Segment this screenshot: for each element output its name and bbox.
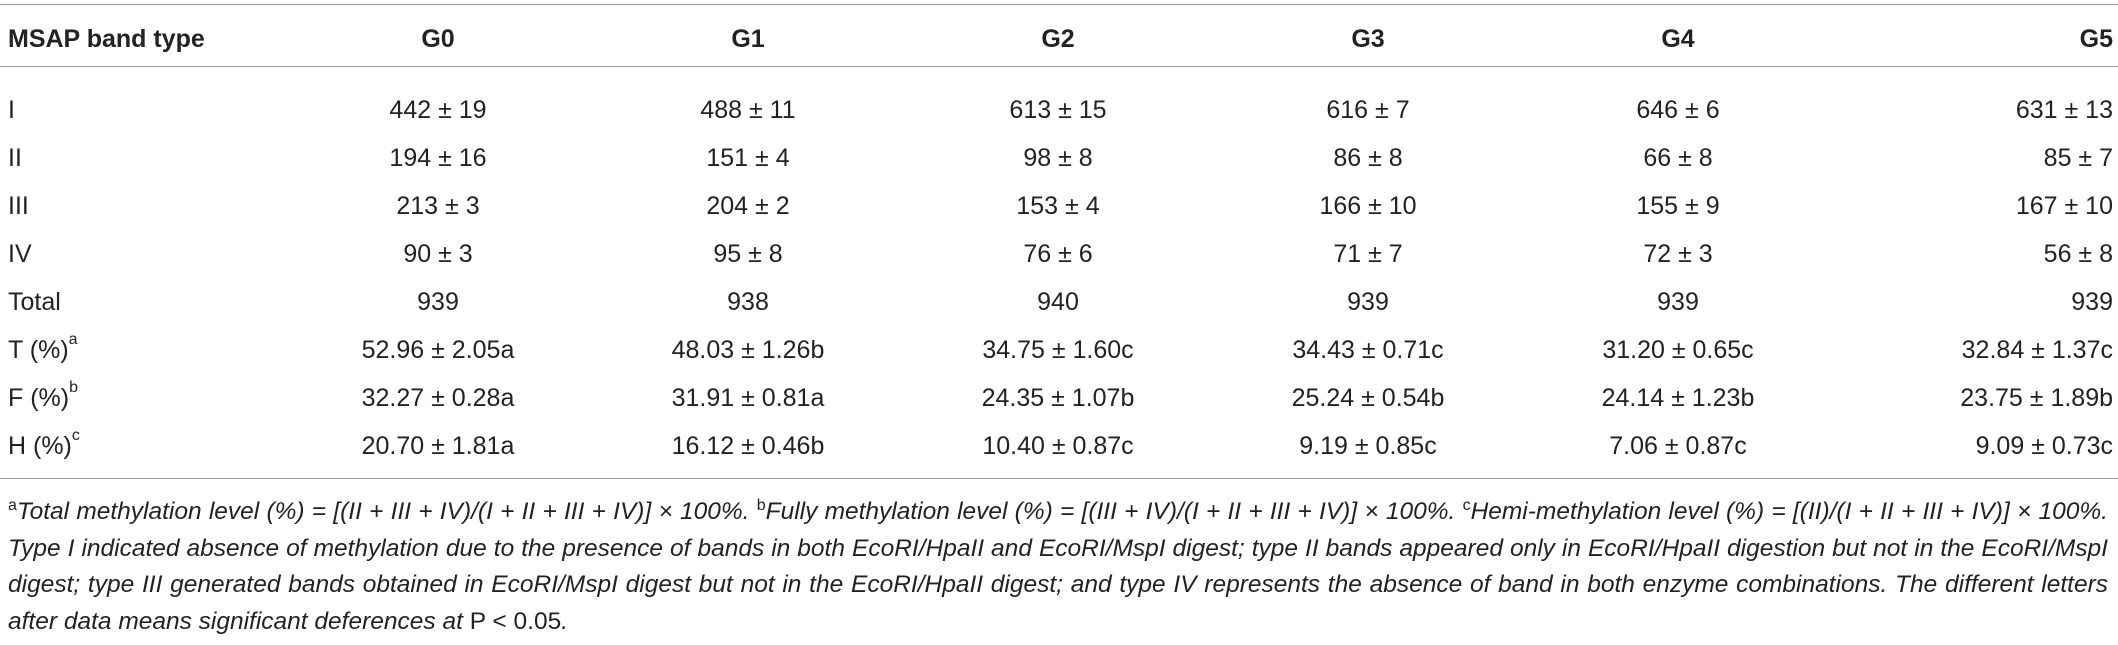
table-cell: 204 ± 2 <box>706 192 790 220</box>
header-rule <box>0 66 2118 67</box>
table-cell: 32.84 ± 1.37c <box>1961 336 2113 364</box>
table-cell: 213 ± 3 <box>396 192 480 220</box>
row-label: I <box>8 88 15 136</box>
table-cell: 7.06 ± 0.87c <box>1609 432 1747 460</box>
table-cell: 20.70 ± 1.81a <box>361 432 515 460</box>
header-cell-g2: G2 <box>1041 25 1075 53</box>
header-cell-g4: G4 <box>1661 25 1695 53</box>
header-cell-g1: G1 <box>731 25 765 53</box>
row-label: Total <box>8 280 61 328</box>
table-cell: 31.20 ± 0.65c <box>1602 336 1754 364</box>
footnote-end: . <box>561 607 569 635</box>
table-row: T (%)a 52.96 ± 2.05a 48.03 ± 1.26b 34.75… <box>0 328 2118 372</box>
table-cell: 194 ± 16 <box>389 144 487 172</box>
top-rule <box>0 4 2118 5</box>
table-cell: 31.91 ± 0.81a <box>671 384 825 412</box>
table-row: III 213 ± 3 204 ± 2 153 ± 4 166 ± 10 155… <box>0 184 2118 228</box>
table-row: IV 90 ± 3 95 ± 8 76 ± 6 71 ± 7 72 ± 3 56… <box>0 232 2118 276</box>
table-cell: 90 ± 3 <box>403 240 473 268</box>
table-cell: 488 ± 11 <box>700 96 796 124</box>
row-label-text: Total <box>8 288 61 316</box>
table-cell: 613 ± 15 <box>1009 96 1107 124</box>
table-cell: 56 ± 8 <box>2043 240 2113 268</box>
row-label-sup: b <box>69 379 79 396</box>
table-row: II 194 ± 16 151 ± 4 98 ± 8 86 ± 8 66 ± 8… <box>0 136 2118 180</box>
row-label-text: III <box>8 192 29 220</box>
footnote-p-value: P < 0.05 <box>469 607 562 635</box>
table-cell: 616 ± 7 <box>1326 96 1410 124</box>
row-label-sup: c <box>71 427 80 444</box>
table-cell: 938 <box>727 288 769 316</box>
table-cell: 166 ± 10 <box>1319 192 1417 220</box>
table-cell: 939 <box>417 288 459 316</box>
table-cell: 72 ± 3 <box>1643 240 1713 268</box>
table-cell: 940 <box>1037 288 1079 316</box>
table-cell: 9.19 ± 0.85c <box>1299 432 1437 460</box>
header-cell-g0: G0 <box>421 25 455 53</box>
table-cell: 85 ± 7 <box>2043 144 2113 172</box>
header-cell-band-type: MSAP band type <box>8 25 205 53</box>
table-footnote: aTotal methylation level (%) = [(II + II… <box>8 494 2108 640</box>
table-cell: 631 ± 13 <box>2015 96 2113 124</box>
row-label: H (%)c <box>8 424 80 472</box>
table-cell: 66 ± 8 <box>1643 144 1713 172</box>
row-label: T (%)a <box>8 328 78 376</box>
table-cell: 25.24 ± 0.54b <box>1291 384 1445 412</box>
row-label: III <box>8 184 29 232</box>
bottom-rule <box>0 478 2118 479</box>
footnote-b-text: Fully methylation level (%) = [(III + IV… <box>765 498 1463 525</box>
table-cell: 24.14 ± 1.23b <box>1601 384 1755 412</box>
table-cell: 442 ± 19 <box>389 96 487 124</box>
table-cell: 167 ± 10 <box>2015 192 2113 220</box>
table-cell: 646 ± 6 <box>1636 96 1720 124</box>
table-cell: 9.09 ± 0.73c <box>1975 432 2113 460</box>
header-cell-g3: G3 <box>1351 25 1385 53</box>
footnote-a-text: Total methylation level (%) = [(II + III… <box>16 498 757 525</box>
table-cell: 151 ± 4 <box>706 144 790 172</box>
header-cell-g5: G5 <box>2079 25 2113 53</box>
table-header-row: MSAP band type G0 G1 G2 G3 G4 G5 <box>0 10 2118 68</box>
row-label: II <box>8 136 22 184</box>
row-label-sup: a <box>68 331 78 348</box>
table-cell: 86 ± 8 <box>1333 144 1403 172</box>
table-cell: 34.75 ± 1.60c <box>982 336 1134 364</box>
footnote-c-text: Hemi-methylation level (%) = [(II)/(I + … <box>8 498 2108 635</box>
row-label-text: IV <box>8 240 32 268</box>
table-row: H (%)c 20.70 ± 1.81a 16.12 ± 0.46b 10.40… <box>0 424 2118 468</box>
table-cell: 76 ± 6 <box>1023 240 1093 268</box>
row-label-text: T (%) <box>8 336 69 364</box>
row-label-text: F (%) <box>8 384 70 412</box>
table-row: F (%)b 32.27 ± 0.28a 31.91 ± 0.81a 24.35… <box>0 376 2118 420</box>
table-cell: 34.43 ± 0.71c <box>1292 336 1444 364</box>
table-cell: 48.03 ± 1.26b <box>671 336 825 364</box>
row-label: F (%)b <box>8 376 78 424</box>
table-cell: 153 ± 4 <box>1016 192 1100 220</box>
table-cell: 98 ± 8 <box>1023 144 1093 172</box>
table-cell: 16.12 ± 0.46b <box>671 432 825 460</box>
table-cell: 939 <box>1657 288 1699 316</box>
table-cell: 52.96 ± 2.05a <box>361 336 515 364</box>
footnote-mark-b: b <box>756 497 766 514</box>
table-cell: 95 ± 8 <box>713 240 783 268</box>
row-label-text: I <box>8 96 15 124</box>
table-cell: 32.27 ± 0.28a <box>361 384 515 412</box>
table-cell: 24.35 ± 1.07b <box>981 384 1135 412</box>
table-cell: 155 ± 9 <box>1636 192 1720 220</box>
row-label-text: H (%) <box>8 432 72 460</box>
row-label: IV <box>8 232 32 280</box>
footnote-mark-a: a <box>8 497 17 514</box>
row-label-text: II <box>8 144 22 172</box>
table-cell: 939 <box>2071 288 2113 316</box>
table-cell: 23.75 ± 1.89b <box>1960 384 2113 412</box>
footnote-mark-c: c <box>1462 497 1471 514</box>
table-cell: 71 ± 7 <box>1333 240 1403 268</box>
table-row: I 442 ± 19 488 ± 11 613 ± 15 616 ± 7 646… <box>0 88 2118 132</box>
table-row: Total 939 938 940 939 939 939 <box>0 280 2118 324</box>
table-cell: 10.40 ± 0.87c <box>982 432 1134 460</box>
table-cell: 939 <box>1347 288 1389 316</box>
